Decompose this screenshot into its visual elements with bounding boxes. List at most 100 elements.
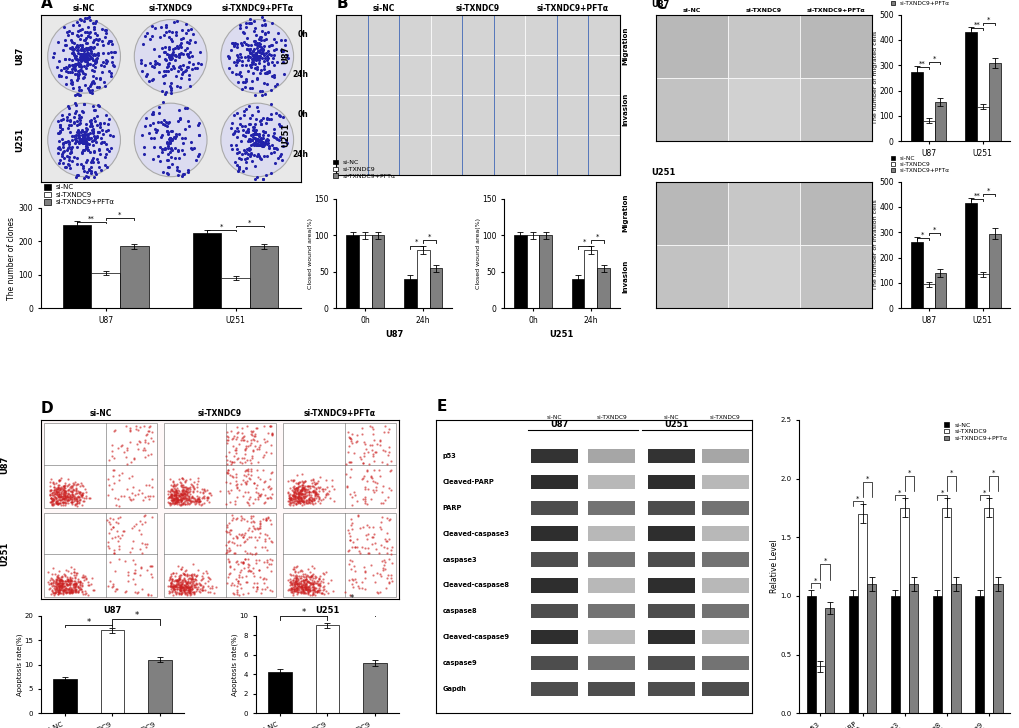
Bar	[815, 666, 824, 713]
Bar	[531, 475, 578, 489]
Bar	[824, 608, 834, 713]
Text: **: **	[918, 61, 925, 67]
Point	[358, 420, 374, 432]
Point	[348, 346, 365, 357]
Bar	[647, 578, 695, 593]
Text: *: *	[248, 220, 252, 226]
Text: si-TXNDC9: si-TXNDC9	[149, 4, 193, 13]
Text: si-NC: si-NC	[90, 409, 112, 418]
Point	[367, 435, 383, 447]
Bar	[655, 181, 728, 245]
Point	[678, 316, 694, 328]
Bar	[890, 596, 899, 713]
Point	[498, 340, 515, 352]
Bar	[429, 268, 442, 308]
Point	[492, 440, 508, 451]
Point	[616, 296, 633, 307]
Point	[551, 435, 568, 447]
Point	[381, 249, 397, 261]
Point	[351, 349, 367, 361]
Text: 24h: 24h	[291, 150, 308, 159]
Point	[511, 370, 527, 381]
Point	[433, 419, 449, 430]
Point	[510, 282, 526, 293]
Point	[431, 344, 447, 355]
Point	[338, 446, 355, 458]
Point	[405, 389, 421, 401]
Bar	[531, 604, 578, 619]
Point	[298, 400, 314, 412]
Point	[358, 308, 374, 320]
Point	[535, 368, 551, 379]
Bar	[647, 501, 695, 515]
Point	[616, 456, 633, 467]
Point	[644, 467, 660, 478]
Point	[306, 308, 322, 320]
Point	[503, 390, 520, 402]
Text: caspase3: caspase3	[442, 557, 477, 563]
Point	[527, 313, 543, 325]
Point	[340, 440, 357, 452]
Text: *: *	[118, 212, 121, 218]
Ellipse shape	[48, 20, 120, 93]
Bar	[92, 273, 120, 308]
Point	[522, 441, 538, 453]
Point	[417, 370, 433, 381]
Point	[374, 365, 390, 377]
Point	[471, 351, 487, 363]
Point	[506, 365, 523, 377]
Bar	[587, 475, 635, 489]
Point	[412, 395, 428, 407]
Point	[529, 412, 545, 424]
Point	[825, 381, 842, 392]
Bar	[933, 273, 946, 308]
Point	[876, 54, 893, 66]
Point	[1004, 337, 1019, 349]
Bar	[120, 246, 149, 308]
Point	[499, 443, 516, 455]
Bar	[974, 596, 983, 713]
Point	[418, 342, 434, 354]
Point	[328, 464, 344, 475]
Point	[377, 385, 393, 397]
Text: si-NC: si-NC	[663, 415, 679, 420]
Text: si-TXNDC9+PFTα: si-TXNDC9+PFTα	[806, 8, 864, 13]
Point	[483, 427, 499, 438]
Point	[356, 413, 372, 424]
Y-axis label: Relative Level: Relative Level	[769, 539, 779, 593]
Text: *: *	[986, 17, 989, 23]
Text: U251: U251	[0, 542, 9, 566]
Bar	[647, 656, 695, 670]
Point	[460, 328, 476, 340]
Point	[588, 381, 604, 392]
Point	[558, 0, 575, 6]
Bar	[539, 235, 551, 308]
Text: si-NC: si-NC	[72, 4, 95, 13]
Point	[376, 332, 392, 344]
Point	[830, 39, 847, 51]
Point	[422, 353, 438, 365]
Text: **: **	[972, 192, 979, 199]
Point	[595, 50, 611, 61]
Point	[324, 360, 340, 371]
Text: caspase9: caspase9	[442, 660, 477, 666]
Point	[926, 137, 943, 149]
Point	[388, 358, 405, 370]
Point	[412, 456, 428, 467]
Text: *: *	[415, 240, 418, 245]
Bar	[806, 596, 815, 713]
X-axis label: U87: U87	[385, 331, 403, 339]
Point	[508, 440, 525, 451]
Point	[666, 20, 683, 31]
Y-axis label: Apoptosis rate(%): Apoptosis rate(%)	[231, 633, 237, 696]
Point	[483, 215, 499, 226]
Point	[413, 422, 429, 434]
Point	[871, 368, 888, 379]
Point	[602, 304, 619, 315]
Point	[380, 332, 396, 344]
Bar	[951, 585, 960, 713]
Text: C: C	[655, 0, 666, 12]
Bar	[701, 449, 748, 464]
Text: *: *	[864, 476, 868, 482]
Text: *: *	[135, 611, 139, 620]
